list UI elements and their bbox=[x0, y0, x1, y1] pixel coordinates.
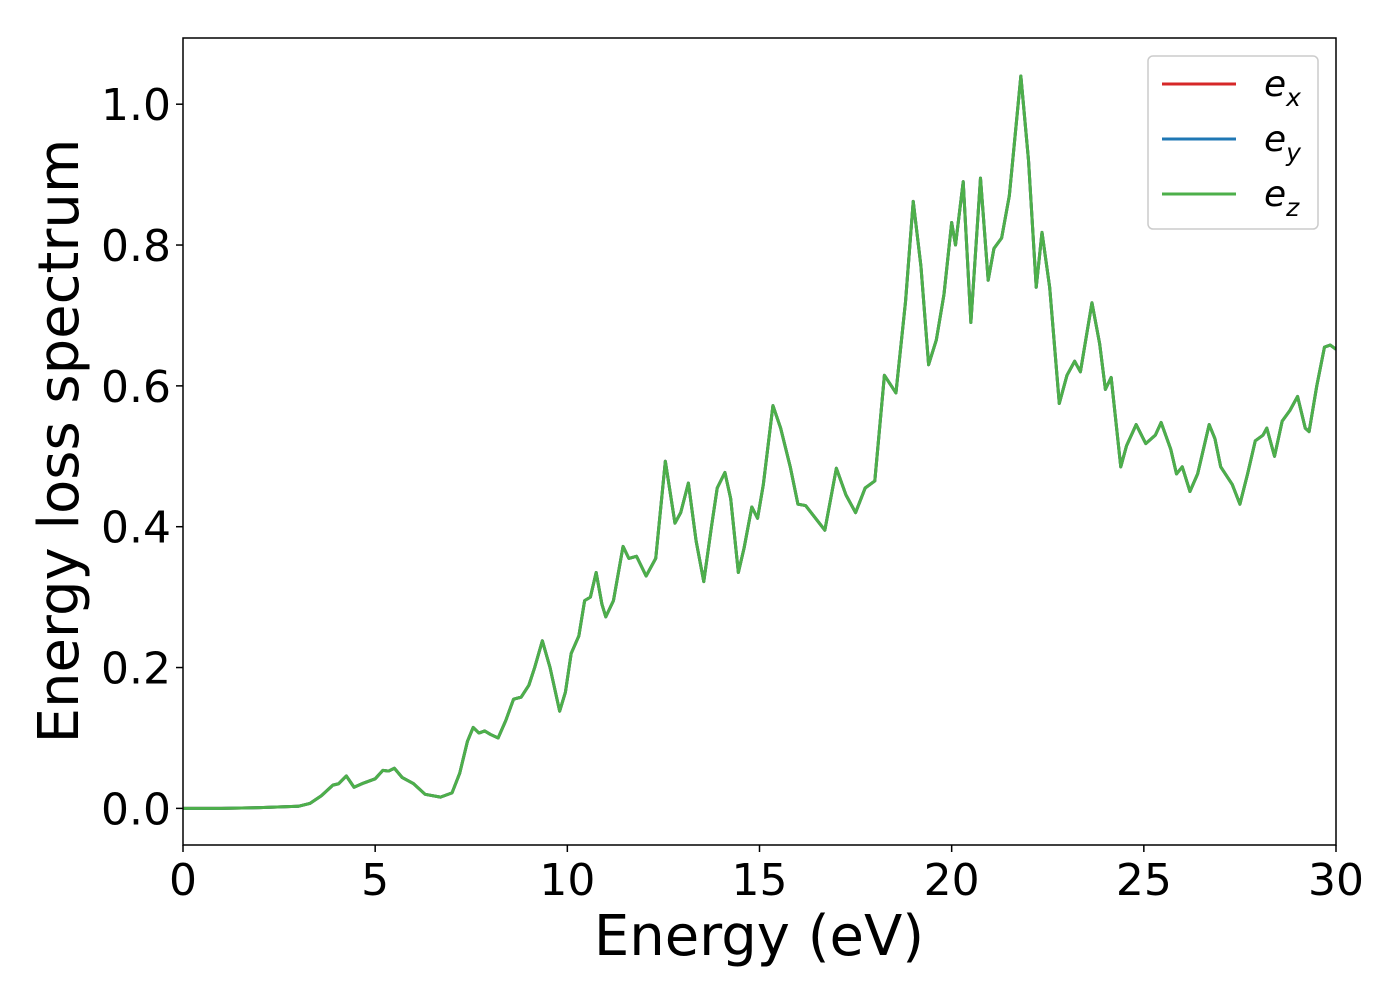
x-tick-label: 30 bbox=[1308, 855, 1364, 906]
y-tick-label: 0.0 bbox=[101, 784, 171, 835]
y-tick-label: 0.4 bbox=[101, 503, 171, 554]
data-line bbox=[183, 74, 1336, 810]
plot-lines bbox=[183, 74, 1336, 810]
y-tick-label: 0.8 bbox=[101, 221, 171, 272]
plot-frame bbox=[182, 37, 1337, 846]
x-axis-label: Energy (eV) bbox=[594, 904, 924, 969]
y-axis-label: Energy loss spectrum bbox=[27, 139, 92, 744]
x-tick-label: 10 bbox=[539, 855, 595, 906]
x-tick-label: 5 bbox=[361, 855, 389, 906]
y-tick-label: 0.6 bbox=[101, 362, 171, 413]
legend-box bbox=[1147, 55, 1319, 230]
y-tick-label: 1.0 bbox=[101, 80, 171, 131]
legend-label: ex bbox=[1264, 64, 1301, 112]
legend-label: ez bbox=[1264, 174, 1300, 222]
x-tick-label: 20 bbox=[924, 855, 980, 906]
x-tick-label: 25 bbox=[1116, 855, 1172, 906]
x-tick-label: 0 bbox=[169, 855, 197, 906]
legend-label: ey bbox=[1264, 119, 1302, 167]
x-tick-label: 15 bbox=[732, 855, 788, 906]
y-tick-label: 0.2 bbox=[101, 644, 171, 695]
